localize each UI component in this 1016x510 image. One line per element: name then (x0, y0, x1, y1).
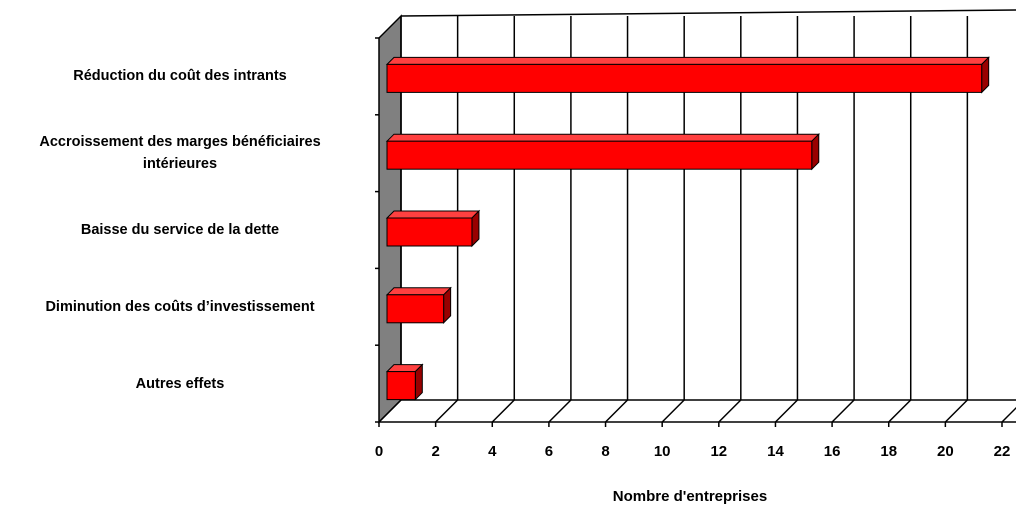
bar-top (385, 56, 990, 65)
floor-line (774, 399, 798, 423)
floor-line (718, 399, 742, 423)
floor-line (661, 399, 685, 423)
bar-top (385, 210, 481, 219)
bar (386, 217, 473, 247)
bar-side (414, 363, 423, 401)
bar (386, 140, 813, 170)
x-tick-label: 20 (937, 443, 954, 460)
bar (386, 294, 445, 324)
x-tick-label: 6 (545, 443, 553, 460)
x-tick-label: 18 (880, 443, 897, 460)
floor-line (491, 399, 515, 423)
x-tick-label: 0 (375, 443, 383, 460)
floor-line (888, 399, 912, 423)
x-axis-label: Nombre d'entreprises (613, 488, 767, 505)
bar-top (385, 287, 452, 296)
y-tick-label: Autres effets (135, 375, 225, 392)
bar-side (981, 56, 990, 94)
floor-line (605, 399, 629, 423)
bar-top (385, 133, 820, 142)
x-tick-label: 2 (431, 443, 439, 460)
bar (386, 371, 416, 401)
floor-line (435, 399, 459, 423)
floor-line (548, 399, 572, 423)
floor-line (831, 399, 855, 423)
x-tick-label: 12 (710, 443, 727, 460)
y-tick-label: Diminution des coûts d’investissement (45, 298, 315, 315)
floor-line (944, 399, 968, 423)
y-tick-label: Réduction du coût des intrants (73, 68, 287, 85)
bar-side (471, 209, 480, 248)
x-tick-label: 8 (601, 443, 609, 460)
floor-line (378, 399, 402, 423)
back-top (400, 9, 1016, 17)
y-tick-label: Accroissement des marges bénéficiaires i… (39, 134, 321, 173)
x-tick-label: 10 (654, 443, 671, 460)
y-tick-label: Baisse du service de la dette (80, 222, 280, 238)
bar-side (811, 132, 820, 171)
floor-line (1001, 406, 1016, 423)
bar-side (443, 286, 452, 325)
bar (386, 63, 983, 93)
x-tick-label: 16 (824, 443, 841, 460)
x-tick-label: 22 (994, 443, 1011, 460)
x-tick-label: 4 (488, 443, 497, 460)
x-tick-label: 14 (767, 443, 784, 460)
